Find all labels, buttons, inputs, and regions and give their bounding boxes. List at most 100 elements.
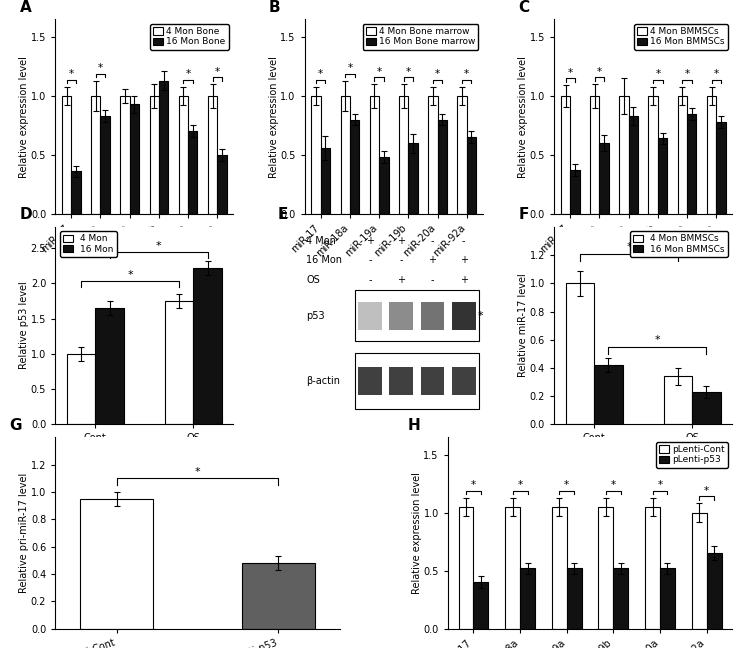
Text: *: * [127, 270, 133, 280]
Text: *: * [194, 467, 200, 477]
Legend: 4 Mon BMMSCs, 16 Mon BMMSCs: 4 Mon BMMSCs, 16 Mon BMMSCs [630, 231, 728, 257]
Text: *: * [611, 480, 616, 490]
Bar [399, 96, 408, 214]
Bar [648, 96, 658, 214]
Text: -: - [431, 236, 434, 246]
Bar [217, 155, 227, 214]
Text: *: * [567, 68, 573, 78]
Text: +: + [397, 275, 406, 285]
Text: *: * [377, 67, 382, 76]
Bar [664, 376, 693, 424]
Bar [101, 116, 110, 214]
Text: *: * [478, 311, 484, 321]
Bar [678, 96, 687, 214]
Text: *: * [435, 69, 440, 79]
Y-axis label: Relative expression level: Relative expression level [518, 56, 528, 178]
Text: -: - [400, 255, 403, 266]
Text: +: + [397, 236, 406, 246]
Bar [567, 568, 581, 629]
Text: F: F [518, 207, 529, 222]
Text: *: * [156, 241, 161, 251]
Text: 16 Mon: 16 Mon [306, 255, 342, 266]
Bar [80, 499, 153, 629]
Bar [358, 302, 382, 330]
Bar [613, 568, 629, 629]
Legend: pLenti-Cont, pLenti-p53: pLenti-Cont, pLenti-p53 [656, 442, 728, 468]
Text: B: B [269, 0, 280, 15]
Bar [438, 120, 447, 214]
Bar [341, 96, 350, 214]
Bar [428, 96, 438, 214]
Text: *: * [98, 63, 103, 73]
Bar [716, 122, 726, 214]
Text: *: * [318, 69, 323, 79]
Bar [707, 553, 721, 629]
Bar [473, 582, 489, 629]
Y-axis label: Relative expression level: Relative expression level [19, 56, 29, 178]
Bar [194, 268, 222, 424]
Bar [467, 137, 476, 214]
Text: -: - [369, 255, 372, 266]
Bar [421, 367, 445, 395]
Bar [619, 96, 629, 214]
Bar [91, 96, 101, 214]
Bar [379, 157, 389, 214]
Bar [598, 507, 613, 629]
Text: *: * [464, 69, 470, 79]
Bar [130, 104, 139, 214]
Text: *: * [654, 336, 660, 345]
Y-axis label: Relative p53 level: Relative p53 level [19, 282, 29, 369]
Bar [369, 96, 379, 214]
Legend: 4 Mon, 16 Mon: 4 Mon, 16 Mon [60, 231, 116, 257]
Bar [188, 132, 197, 214]
Text: *: * [68, 69, 74, 79]
Bar [389, 302, 413, 330]
Bar [179, 96, 188, 214]
Bar [570, 170, 579, 214]
Bar [408, 143, 418, 214]
Bar [452, 302, 475, 330]
Text: β-actin: β-actin [306, 376, 341, 386]
Bar [594, 365, 623, 424]
Text: *: * [714, 69, 719, 79]
Y-axis label: Relative expression level: Relative expression level [412, 472, 422, 594]
Bar [561, 96, 570, 214]
Text: OS: OS [306, 275, 320, 285]
Bar [629, 116, 638, 214]
Bar [693, 392, 721, 424]
Bar [311, 96, 321, 214]
Text: *: * [406, 67, 411, 76]
Text: *: * [185, 69, 191, 79]
Text: *: * [347, 63, 353, 73]
Bar [552, 507, 567, 629]
Bar [590, 96, 599, 214]
Bar [242, 563, 315, 629]
Text: *: * [704, 486, 710, 496]
Bar [505, 507, 520, 629]
Bar [95, 308, 124, 424]
Bar [208, 96, 217, 214]
Text: +: + [428, 255, 436, 266]
Bar [566, 283, 594, 424]
Legend: 4 Mon BMMSCs, 16 Mon BMMSCs: 4 Mon BMMSCs, 16 Mon BMMSCs [634, 24, 728, 50]
Text: +: + [460, 275, 467, 285]
Legend: 4 Mon Bone, 16 Mon Bone: 4 Mon Bone, 16 Mon Bone [150, 24, 229, 50]
Text: *: * [684, 69, 690, 79]
Bar [421, 302, 445, 330]
Bar [165, 301, 194, 424]
Bar [458, 96, 467, 214]
Bar [707, 96, 716, 214]
Y-axis label: Relative pri-miR-17 level: Relative pri-miR-17 level [19, 473, 29, 593]
Bar [520, 568, 535, 629]
Bar [599, 143, 609, 214]
Text: *: * [517, 480, 523, 490]
Text: A: A [20, 0, 32, 15]
Text: *: * [215, 67, 220, 76]
Bar [159, 81, 169, 214]
Text: -: - [462, 236, 465, 246]
Y-axis label: Relative miR-17 level: Relative miR-17 level [518, 273, 528, 378]
Text: C: C [518, 0, 530, 15]
Text: p53: p53 [306, 311, 325, 321]
Text: -: - [431, 275, 434, 285]
Y-axis label: Relative expression level: Relative expression level [269, 56, 279, 178]
